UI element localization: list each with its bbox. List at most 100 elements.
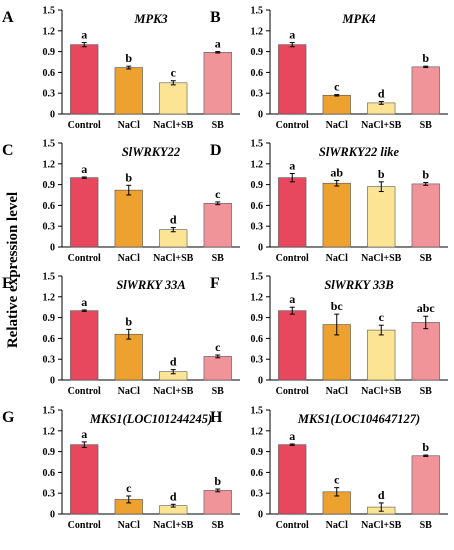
bar-nacl [114, 333, 143, 381]
bar-nacl-sb [367, 186, 396, 248]
panel-letter: A [2, 9, 14, 26]
significance-letter: a [81, 427, 87, 441]
significance-letter: d [378, 87, 385, 101]
panel-b: B MPK4 0 0.3 0.6 0.9 1.2 1.5 a Control c NaCl d NaCl+… [210, 6, 448, 131]
y-tick-label: 0.3 [251, 89, 264, 100]
y-tick-label: 0 [50, 110, 55, 121]
x-tick-label: NaCl [326, 386, 348, 397]
bar-nacl [114, 189, 143, 248]
y-tick-label: 1.5 [43, 6, 56, 17]
y-tick-label: 1.2 [251, 426, 264, 437]
x-tick-label: NaCl [118, 253, 140, 264]
y-tick-label: 1.5 [43, 139, 56, 150]
y-tick-label: 1.2 [251, 26, 264, 37]
significance-letter: b [125, 51, 132, 65]
x-tick-label: NaCl+SB [361, 120, 401, 131]
y-tick-label: 0.6 [43, 201, 56, 212]
y-tick-label: 0 [258, 243, 263, 254]
bar-sb [203, 203, 232, 248]
y-tick-label: 0 [50, 376, 55, 387]
significance-letter: a [289, 159, 295, 173]
y-tick-label: 0.6 [251, 201, 264, 212]
x-tick-label: NaCl [326, 253, 348, 264]
significance-letter: a [289, 292, 295, 306]
y-tick-label: 0 [258, 376, 263, 387]
panel-letter: C [2, 142, 14, 159]
y-tick-label: 0.3 [43, 89, 56, 100]
y-tick-label: 0.6 [43, 68, 56, 79]
bar-nacl [322, 182, 351, 248]
y-tick-label: 0.6 [251, 468, 264, 479]
bar-sb [203, 490, 232, 515]
y-tick-label: 1.2 [43, 159, 56, 170]
bar-sb [411, 455, 440, 515]
significance-letter: a [289, 28, 295, 42]
y-tick-label: 1.5 [43, 406, 56, 417]
y-tick-label: 0.9 [43, 313, 56, 324]
y-tick-label: 0.6 [43, 334, 56, 345]
bar-nacl [114, 67, 143, 115]
significance-letter: c [334, 473, 340, 487]
bar-sb [411, 322, 440, 381]
y-tick-label: 1.5 [251, 6, 264, 17]
bar-nacl-sb [159, 229, 188, 248]
y-tick-label: 1.5 [251, 272, 264, 283]
panel-title: SlWRKY22 [122, 145, 180, 159]
significance-letter: d [378, 488, 385, 502]
bar-nacl-sb [159, 82, 188, 115]
significance-letter: abc [417, 301, 436, 315]
x-tick-label: SB [212, 520, 225, 531]
x-tick-label: SB [212, 253, 225, 264]
y-tick-label: 0.3 [251, 355, 264, 366]
y-tick-label: 0.9 [43, 447, 56, 458]
panel-letter: H [210, 409, 223, 426]
x-tick-label: Control [276, 253, 309, 264]
y-tick-label: 0.9 [43, 180, 56, 191]
bar-control [278, 177, 307, 248]
x-tick-label: NaCl [118, 520, 140, 531]
x-tick-label: Control [276, 120, 309, 131]
significance-letter: b [422, 168, 429, 182]
significance-letter: d [170, 489, 177, 503]
x-tick-label: NaCl [326, 120, 348, 131]
y-tick-label: 0.9 [251, 447, 264, 458]
significance-letter: ab [330, 165, 343, 179]
y-tick-label: 0.9 [251, 180, 264, 191]
panels: A MPK3 0 0.3 0.6 0.9 1.2 1.5 a Control b NaCl c NaCl+… [2, 6, 448, 531]
panel-a: A MPK3 0 0.3 0.6 0.9 1.2 1.5 a Control b NaCl c NaCl+… [2, 6, 240, 131]
y-tick-label: 0.6 [43, 468, 56, 479]
y-tick-label: 0.3 [43, 355, 56, 366]
y-tick-label: 0.6 [251, 334, 264, 345]
y-tick-label: 1.2 [251, 159, 264, 170]
x-tick-label: Control [276, 386, 309, 397]
y-tick-label: 0 [50, 243, 55, 254]
significance-letter: a [81, 295, 87, 309]
x-tick-label: NaCl+SB [153, 120, 193, 131]
bar-nacl [322, 94, 351, 115]
panel-title: MKS1(LOC104647127) [297, 412, 420, 426]
significance-letter: c [171, 66, 177, 80]
x-tick-label: NaCl+SB [153, 253, 193, 264]
bar-sb [203, 51, 232, 115]
y-tick-label: 1.5 [251, 406, 264, 417]
significance-letter: a [81, 162, 87, 176]
panel-c: C SlWRKY22 0 0.3 0.6 0.9 1.2 1.5 a Control b NaCl d N… [2, 139, 240, 264]
significance-letter: d [170, 213, 177, 227]
significance-letter: b [422, 440, 429, 454]
bar-sb [411, 66, 440, 115]
bar-control [70, 310, 99, 381]
x-tick-label: SB [420, 120, 433, 131]
y-tick-label: 0.3 [251, 222, 264, 233]
bar-control [278, 444, 307, 515]
panel-f: F SlWRKY 33B 0 0.3 0.6 0.9 1.2 1.5 a Control bc NaC… [210, 272, 448, 397]
panel-title: SlWRKY22 like [319, 145, 400, 159]
x-tick-label: NaCl+SB [153, 520, 193, 531]
x-tick-label: SB [420, 253, 433, 264]
x-tick-label: SB [212, 120, 225, 131]
y-tick-label: 1.2 [43, 426, 56, 437]
panel-title: SlWRKY 33B [324, 278, 393, 292]
significance-letter: b [125, 314, 132, 328]
x-tick-label: Control [68, 386, 101, 397]
bar-control [278, 310, 307, 381]
significance-letter: b [214, 474, 221, 488]
